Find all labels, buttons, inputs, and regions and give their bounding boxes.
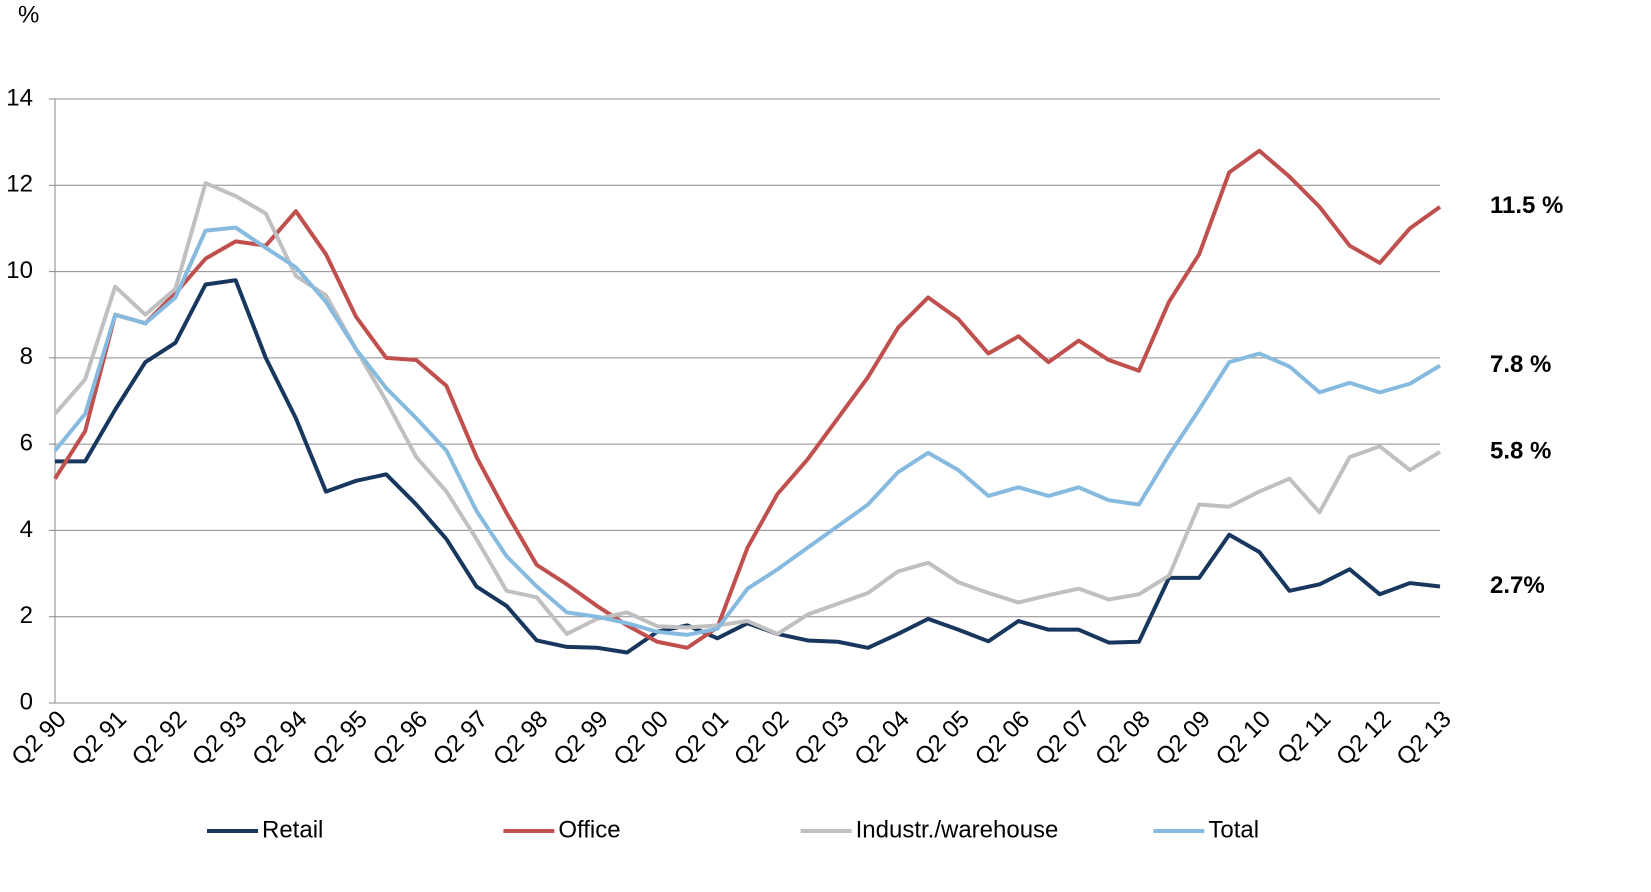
series-line (53, 148, 1442, 650)
x-tick-label: Q2 90 (6, 706, 71, 771)
y-tick-label: 10 (6, 257, 33, 284)
x-tick-label: Q2 11 (1272, 706, 1336, 770)
legend-label: Office (558, 816, 620, 843)
x-tick-label: Q2 06 (970, 706, 1035, 771)
y-tick-label: 6 (20, 429, 33, 456)
x-tick-label: Q2 08 (1090, 706, 1155, 771)
x-tick-label: Q2 99 (548, 706, 613, 771)
y-tick-label: 8 (20, 343, 33, 370)
y-tick-label: 4 (20, 516, 33, 543)
x-tick-label: Q2 91 (67, 706, 132, 771)
x-tick-label: Q2 00 (609, 706, 674, 771)
end-label: 11.5 % (1490, 192, 1563, 219)
end-label: 5.8 % (1490, 437, 1551, 464)
x-tick-label: Q2 98 (488, 706, 553, 771)
y-tick-label: 12 (6, 171, 33, 198)
x-tick-label: Q2 04 (849, 706, 914, 771)
y-tick-label: 2 (20, 602, 33, 629)
x-tick-label: Q2 92 (127, 706, 192, 771)
x-tick-label: Q2 07 (1030, 706, 1095, 771)
x-tick-label: Q2 05 (910, 706, 975, 771)
x-tick-label: Q2 09 (1151, 706, 1216, 771)
x-tick-label: Q2 13 (1391, 706, 1456, 771)
end-label: 7.8 % (1490, 351, 1551, 378)
x-tick-label: Q2 97 (428, 706, 493, 771)
legend-label: Retail (262, 816, 323, 843)
series-line (53, 225, 1442, 637)
y-tick-label: 14 (6, 84, 33, 111)
x-tick-label: Q2 02 (729, 706, 794, 771)
end-label: 2.7% (1490, 572, 1545, 599)
x-tick-label: Q2 03 (789, 706, 854, 771)
x-tick-label: Q2 93 (187, 706, 252, 771)
x-tick-label: Q2 96 (368, 706, 433, 771)
x-tick-label: Q2 10 (1211, 706, 1276, 771)
legend-label: Industr./warehouse (856, 816, 1059, 843)
series-line (55, 278, 1441, 655)
legend-label: Total (1208, 816, 1259, 843)
x-tick-label: Q2 94 (247, 706, 312, 771)
y-tick-label: 0 (20, 688, 33, 715)
x-tick-label: Q2 01 (669, 706, 734, 771)
x-tick-label: Q2 95 (307, 706, 372, 771)
x-tick-label: Q2 12 (1331, 706, 1396, 771)
series-line (53, 181, 1442, 636)
y-axis-label: % (18, 1, 39, 28)
